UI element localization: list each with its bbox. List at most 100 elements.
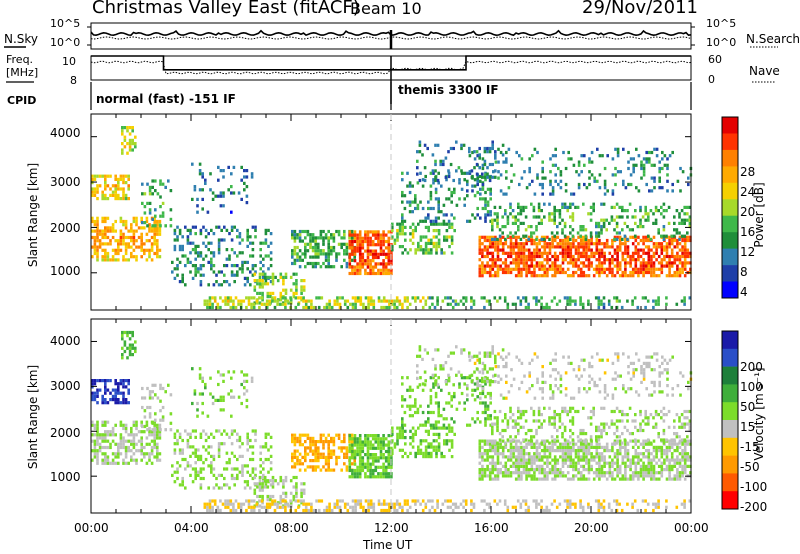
power-cell [494, 270, 497, 275]
velocity-cell [514, 425, 517, 429]
velocity-cell [603, 449, 606, 453]
velocity-cell [345, 468, 349, 472]
velocity-cell [468, 374, 472, 378]
power-cell [191, 241, 195, 245]
velocity-cell [148, 433, 151, 437]
power-cell [324, 236, 328, 240]
velocity-cell [211, 401, 215, 406]
power-cell [478, 242, 482, 246]
power-cell [124, 242, 128, 246]
power-cell [681, 245, 684, 249]
power-cell [514, 267, 518, 271]
power-cell [665, 261, 669, 265]
power-cell [201, 207, 204, 211]
power-cell [317, 252, 320, 256]
power-cell [148, 189, 152, 193]
power-cell [156, 223, 159, 227]
power-cell [551, 274, 554, 278]
power-cell [549, 179, 552, 183]
velocity-cell [379, 456, 383, 460]
power-cell [577, 264, 580, 268]
velocity-cell [414, 451, 417, 455]
power-cell [668, 254, 671, 259]
velocity-cell [563, 425, 567, 429]
power-cell [478, 251, 482, 255]
velocity-cell [230, 432, 234, 436]
power-cell [119, 239, 123, 243]
power-cell [621, 270, 625, 275]
velocity-cell [447, 423, 451, 427]
velocity-cell [279, 475, 283, 480]
velocity-cell [199, 476, 203, 481]
power-cell [396, 222, 399, 226]
velocity-cell [173, 442, 177, 446]
velocity-cell [151, 428, 154, 432]
velocity-cell [579, 455, 583, 459]
velocity-cell [101, 452, 104, 456]
power-cell [153, 239, 156, 243]
velocity-cell [486, 449, 489, 453]
power-cell [600, 231, 603, 235]
power-cell [127, 177, 130, 181]
velocity-cell [533, 396, 537, 400]
velocity-cell [207, 435, 210, 439]
power-cell [219, 204, 223, 208]
power-cell [595, 221, 598, 225]
velocity-cell [424, 451, 428, 455]
power-cell [553, 218, 556, 222]
power-cell [629, 235, 632, 239]
power-cell [559, 245, 562, 249]
power-cell [501, 248, 505, 252]
power-cell [230, 273, 234, 277]
power-cell [582, 245, 586, 249]
power-cell [184, 254, 187, 258]
power-cell [241, 238, 244, 242]
velocity-cell [683, 461, 687, 465]
power-cell [507, 251, 510, 255]
velocity-cell [603, 455, 606, 459]
power-cell [517, 264, 521, 268]
velocity-cell [356, 443, 359, 447]
velocity-cell [644, 413, 647, 417]
velocity-cell [561, 461, 565, 465]
velocity-cell [114, 394, 117, 398]
velocity-cell [600, 422, 603, 426]
power-cell [233, 264, 236, 268]
power-cell [652, 264, 656, 268]
power-cell [121, 151, 124, 155]
power-cell [350, 258, 354, 262]
power-cell [245, 185, 249, 189]
power-cell [437, 181, 440, 185]
velocity-cell [212, 486, 216, 490]
power-cell [127, 184, 130, 188]
velocity-cell [652, 471, 656, 475]
velocity-cell [551, 442, 554, 446]
velocity-cell [210, 454, 213, 458]
velocity-cell [587, 445, 591, 449]
velocity-cell [361, 468, 365, 473]
power-cell [215, 225, 218, 229]
velocity-cell [96, 458, 99, 462]
power-cell [514, 215, 517, 219]
velocity-cell [644, 422, 647, 426]
power-cell [91, 190, 94, 194]
velocity-cell [143, 445, 146, 450]
velocity-cell [343, 433, 346, 437]
velocity-cell [535, 432, 538, 436]
velocity-cell [509, 435, 512, 439]
power-cell [211, 191, 215, 195]
power-cell [430, 241, 433, 245]
power-cell [223, 238, 226, 242]
velocity-cell [681, 474, 684, 478]
velocity-cell [548, 419, 551, 423]
velocity-cell [379, 443, 383, 447]
power-cell [587, 274, 591, 278]
power-cell [156, 226, 159, 230]
velocity-cell [647, 422, 650, 426]
velocity-cell [670, 452, 674, 456]
velocity-cell [543, 439, 547, 443]
velocity-cell [569, 406, 572, 410]
velocity-cell [401, 429, 404, 433]
power-cell [117, 187, 120, 191]
velocity-cell [361, 446, 365, 450]
